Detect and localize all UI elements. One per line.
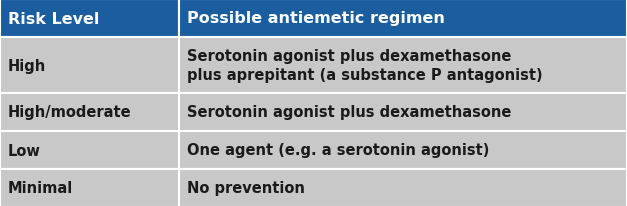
Bar	[0, 0, 179, 38]
Text: Minimal: Minimal	[8, 181, 73, 195]
Bar	[179, 38, 627, 94]
Text: Possible antiemetic regimen: Possible antiemetic regimen	[187, 12, 445, 26]
Bar	[179, 94, 627, 131]
Text: Serotonin agonist plus dexamethasone: Serotonin agonist plus dexamethasone	[187, 105, 511, 120]
Bar	[0, 131, 179, 169]
Bar	[179, 169, 627, 206]
Text: Low: Low	[8, 143, 41, 158]
Text: High/moderate: High/moderate	[8, 105, 132, 120]
Bar	[179, 131, 627, 169]
Text: Risk Level: Risk Level	[8, 12, 99, 26]
Bar	[0, 38, 179, 94]
Text: High: High	[8, 58, 46, 73]
Text: Serotonin agonist plus dexamethasone
plus aprepitant (a substance P antagonist): Serotonin agonist plus dexamethasone plu…	[187, 49, 542, 82]
Text: No prevention: No prevention	[187, 181, 305, 195]
Bar	[0, 169, 179, 206]
Text: One agent (e.g. a serotonin agonist): One agent (e.g. a serotonin agonist)	[187, 143, 489, 158]
Bar	[179, 0, 627, 38]
Bar	[0, 94, 179, 131]
